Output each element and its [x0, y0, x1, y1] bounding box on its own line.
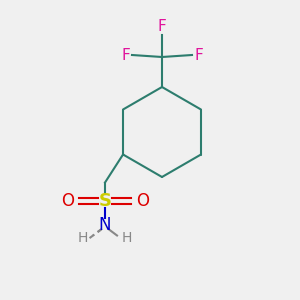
Text: O: O	[61, 191, 74, 209]
Text: H: H	[78, 230, 88, 244]
Text: N: N	[99, 215, 111, 233]
Text: F: F	[194, 47, 203, 62]
Text: O: O	[136, 191, 149, 209]
Text: F: F	[121, 47, 130, 62]
Text: S: S	[98, 191, 112, 209]
Text: H: H	[122, 230, 132, 244]
Text: F: F	[158, 19, 166, 34]
